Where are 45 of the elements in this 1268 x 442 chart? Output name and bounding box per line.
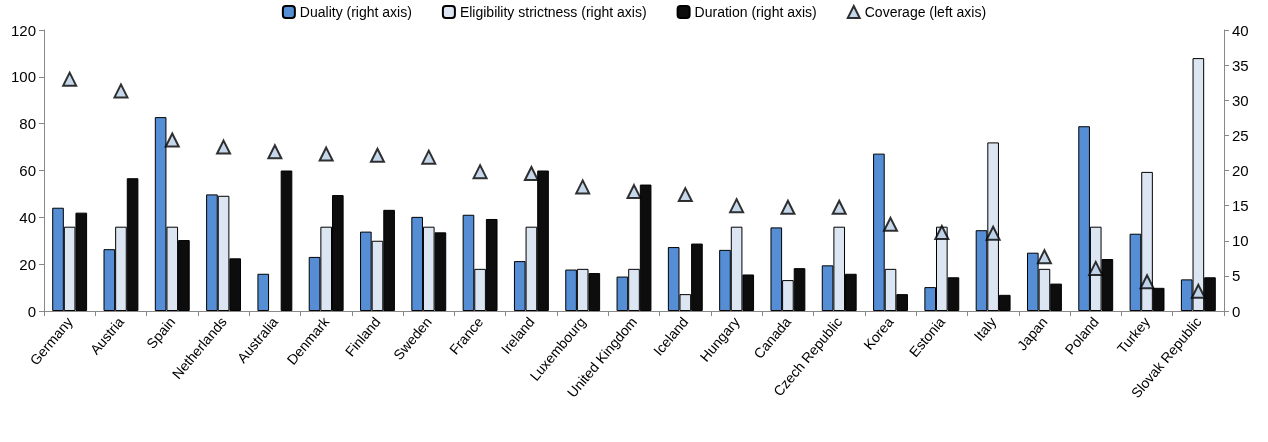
y2-tick-label: 10 [1232, 232, 1249, 250]
bar [257, 273, 270, 311]
legend-label: Eligibility strictness (right axis) [459, 4, 647, 20]
point [523, 166, 539, 182]
y-tick-label: 0 [27, 302, 36, 320]
legend-label: Duration (right axis) [694, 4, 817, 20]
point [318, 146, 334, 162]
point [626, 184, 642, 200]
y-tick-label: 60 [19, 162, 36, 179]
point [164, 132, 180, 148]
point [934, 225, 950, 241]
y-tick-label: 40 [19, 208, 36, 226]
y-tick-label: 100 [10, 68, 36, 86]
y2-tick-label: 20 [1232, 162, 1249, 179]
point [729, 198, 745, 214]
y2-tick-label: 35 [1232, 56, 1249, 74]
y-tick-label: 20 [19, 255, 36, 273]
point [62, 71, 78, 87]
point [1190, 283, 1206, 299]
point [216, 139, 232, 155]
y2-tick-label: 5 [1232, 267, 1241, 285]
y2-tick-label: 40 [1232, 21, 1249, 39]
bar [280, 170, 293, 311]
point [1036, 249, 1052, 265]
y-tick-label: 120 [10, 21, 36, 39]
point [1088, 260, 1104, 276]
y2-tick-label: 25 [1232, 126, 1249, 144]
point [780, 199, 796, 215]
point [267, 144, 283, 160]
point [831, 199, 847, 215]
point [472, 164, 488, 180]
point [1139, 274, 1155, 290]
point [575, 179, 591, 195]
y2-tick-label: 30 [1232, 91, 1249, 109]
y2-tick-label: 0 [1232, 302, 1241, 320]
point [421, 149, 437, 165]
point [985, 225, 1001, 241]
y-tick-label: 80 [19, 115, 36, 133]
legend-label: Duality (right axis) [299, 4, 412, 20]
y2-tick-label: 15 [1232, 197, 1249, 215]
point [369, 147, 385, 163]
point [113, 83, 129, 99]
point [883, 216, 899, 232]
legend-label: Coverage (left axis) [864, 4, 987, 20]
point [677, 187, 693, 203]
